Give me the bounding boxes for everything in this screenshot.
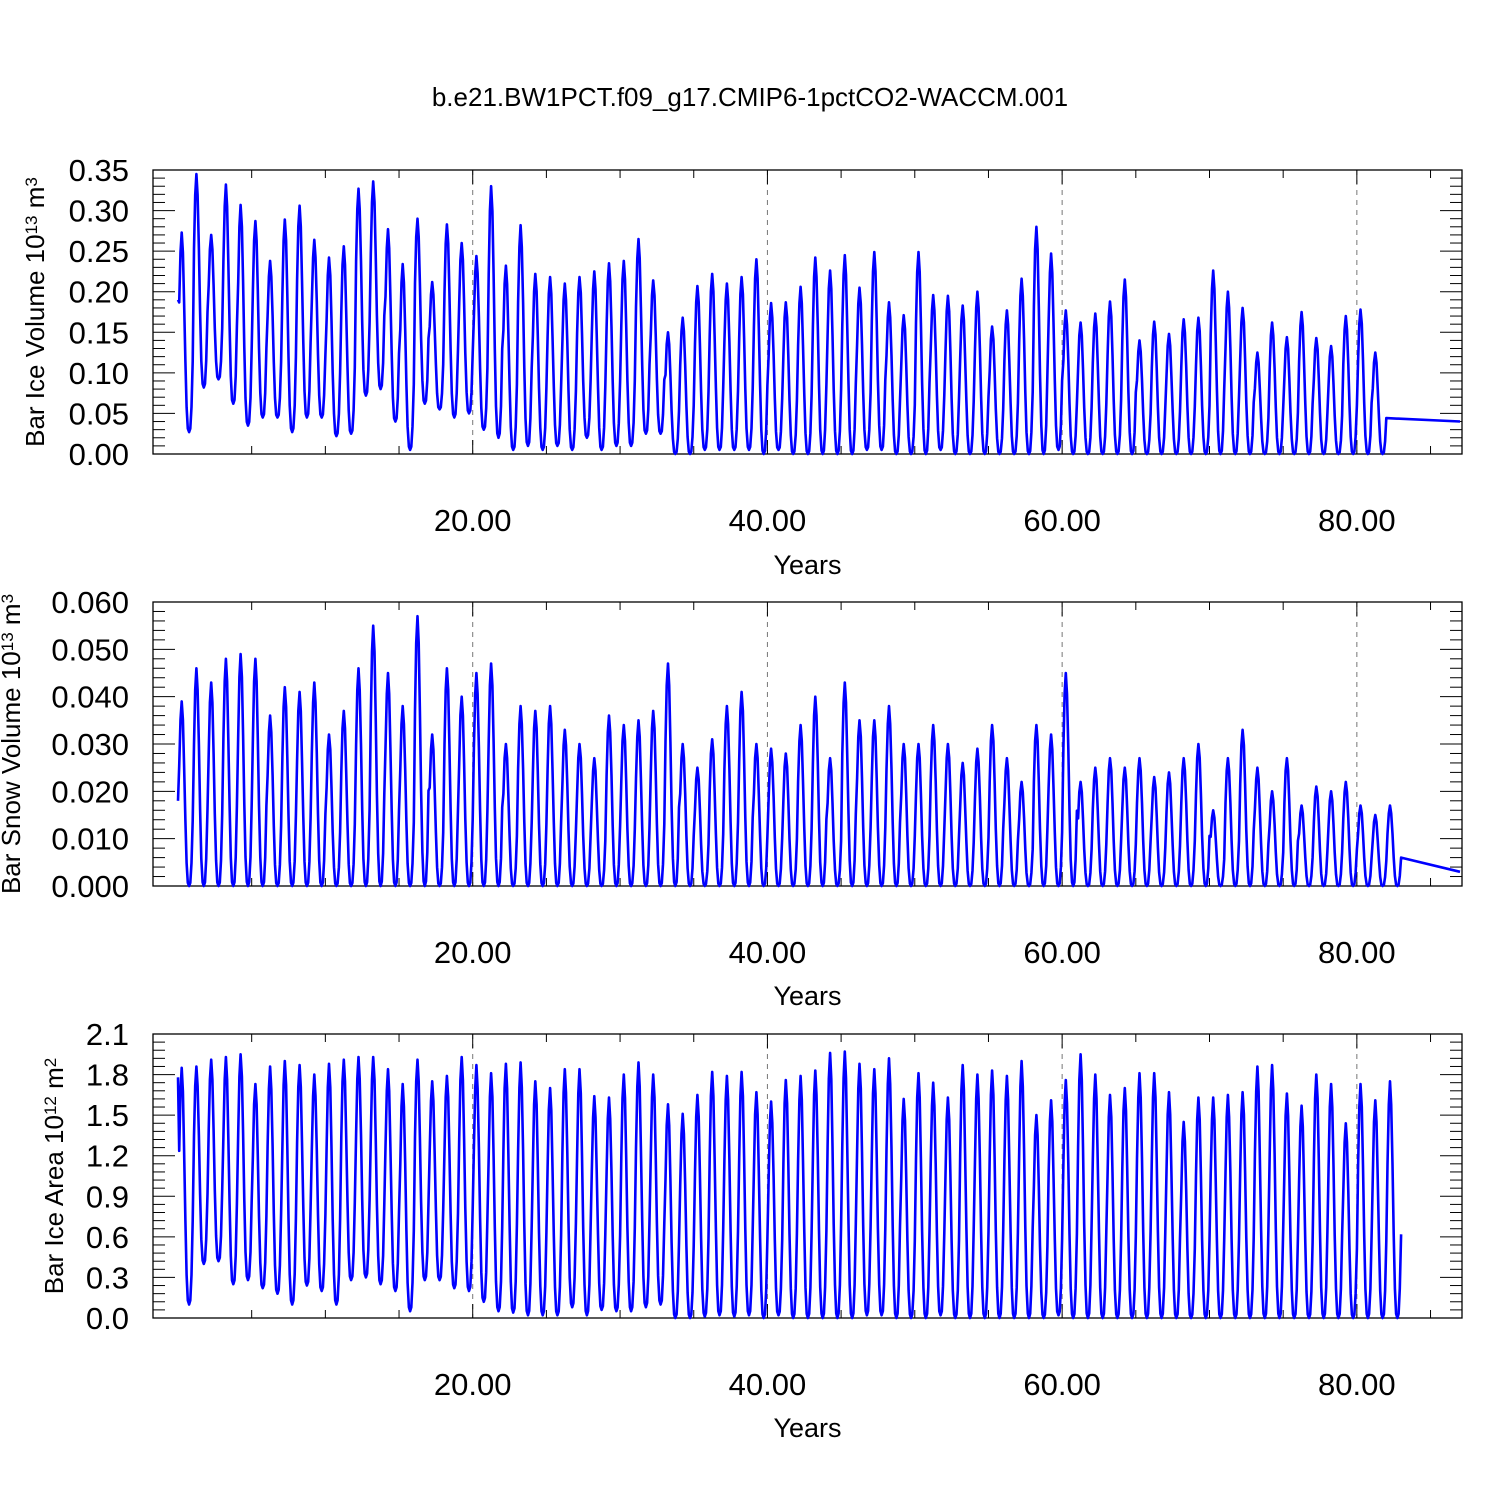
x-axis-label: Years: [773, 981, 841, 1011]
x-tick-label: 80.00: [1318, 1367, 1396, 1402]
y-tick-label: 1.8: [86, 1058, 129, 1093]
y-tick-label: 0.20: [69, 275, 129, 310]
y-tick-label: 0.05: [69, 396, 129, 431]
x-tick-label: 40.00: [729, 935, 807, 970]
panel-2: 0.000 0.010 0.020 0.030 0.040 0.050 0.060 20.00…: [0, 585, 1463, 1011]
y-tick-label: 0.060: [51, 585, 129, 620]
x-tick-label: 20.00: [434, 503, 512, 538]
y-tick-label: 0.30: [69, 194, 129, 229]
y-axis-label-part: 2: [41, 1058, 60, 1067]
y-axis-label-part: m: [0, 603, 26, 632]
y-tick-label: 0.00: [69, 437, 129, 472]
series-line: [176, 172, 1461, 456]
y-tick-label: 0.15: [69, 315, 129, 350]
y-tick-label: 0.35: [69, 153, 129, 188]
y-tick-label: 0.030: [51, 727, 129, 762]
x-tick-label: 40.00: [729, 1367, 807, 1402]
x-tick-label: 20.00: [434, 1367, 512, 1402]
y-axis-label-part: m: [20, 187, 50, 216]
panel-1: 0.00 0.05 0.10 0.15 0.20 0.25 0.30 0.35 20.00 40.…: [20, 153, 1463, 580]
x-tick-label: 80.00: [1318, 935, 1396, 970]
y-tick-label: 0.040: [51, 680, 129, 715]
y-tick-label: 0.0: [86, 1301, 129, 1336]
chart-title: b.e21.BW1PCT.f09_g17.CMIP6-1pctCO2-WACCM…: [432, 82, 1068, 112]
y-axis-label-part: m: [39, 1067, 69, 1096]
y-axis-label: Bar Ice Volume 1013 m3: [20, 177, 50, 447]
y-tick-label: 1.2: [86, 1139, 129, 1174]
series-line: [176, 1050, 1403, 1320]
y-axis-label-part: Bar Ice Volume 10: [20, 234, 50, 446]
x-tick-label: 60.00: [1023, 935, 1101, 970]
y-tick-label: 0.000: [51, 869, 129, 904]
y-tick-label: 0.9: [86, 1179, 129, 1214]
y-axis-label-part: Bar Ice Area 10: [39, 1115, 69, 1294]
y-axis-label-part: 12: [41, 1096, 60, 1115]
y-tick-label: 1.5: [86, 1098, 129, 1133]
y-axis-label: Bar Snow Volume 1013 m3: [0, 594, 26, 894]
x-axis-label: Years: [773, 550, 841, 580]
y-axis-label-part: 13: [22, 215, 41, 234]
x-tick-label: 60.00: [1023, 1367, 1101, 1402]
y-axis-label-part: Bar Snow Volume 10: [0, 651, 26, 894]
x-tick-label: 40.00: [729, 503, 807, 538]
y-tick-label: 0.10: [69, 356, 129, 391]
y-axis-label-part: 3: [22, 177, 41, 186]
x-tick-label: 60.00: [1023, 503, 1101, 538]
series-line: [176, 614, 1461, 888]
y-axis-label-part: 13: [0, 632, 17, 651]
x-tick-label: 80.00: [1318, 503, 1396, 538]
y-tick-label: 2.1: [86, 1017, 129, 1052]
panels: 0.00 0.05 0.10 0.15 0.20 0.25 0.30 0.35 20.00 40.…: [0, 153, 1463, 1443]
y-tick-label: 0.6: [86, 1220, 129, 1255]
x-tick-label: 20.00: [434, 935, 512, 970]
y-tick-label: 0.010: [51, 822, 129, 857]
y-tick-label: 0.3: [86, 1260, 129, 1295]
y-tick-label: 0.020: [51, 774, 129, 809]
x-axis-label: Years: [773, 1413, 841, 1443]
y-axis-label-part: 3: [0, 594, 17, 603]
y-tick-label: 0.25: [69, 234, 129, 269]
panel-3: 0.0 0.3 0.6 0.9 1.2 1.5 1.8 2.1 20.00 40.00 60.00 8…: [39, 1017, 1463, 1443]
y-axis-label: Bar Ice Area 1012 m2: [39, 1058, 69, 1295]
y-tick-label: 0.050: [51, 632, 129, 667]
